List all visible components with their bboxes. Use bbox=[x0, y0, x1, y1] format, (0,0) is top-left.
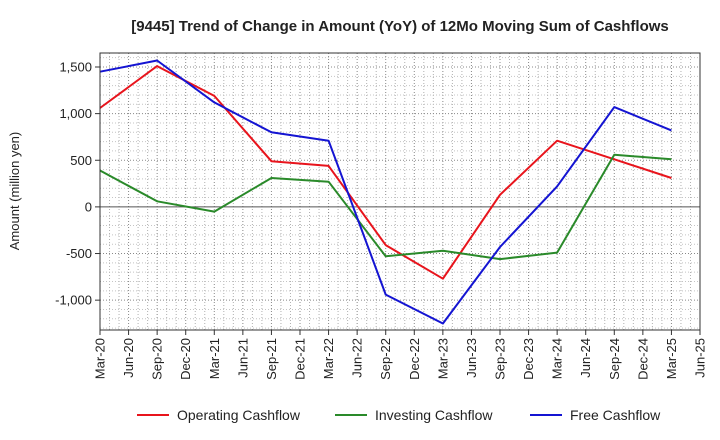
y-tick-label: 1,000 bbox=[59, 106, 92, 121]
x-tick-label: Jun-23 bbox=[464, 338, 479, 378]
legend-label-free-cashflow: Free Cashflow bbox=[570, 407, 661, 423]
x-tick-label: Mar-21 bbox=[207, 338, 222, 379]
y-axis-label: Amount (million yen) bbox=[7, 132, 22, 251]
legend-label-operating-cashflow: Operating Cashflow bbox=[177, 407, 301, 423]
chart-title: [9445] Trend of Change in Amount (YoY) o… bbox=[131, 18, 669, 35]
x-tick-label: Dec-24 bbox=[635, 338, 650, 380]
legend: Operating Cashflow Investing Cashflow Free… bbox=[137, 407, 661, 423]
y-tick-label: 1,500 bbox=[59, 59, 92, 74]
x-tick-label: Sep-23 bbox=[493, 338, 508, 380]
x-tick-label: Jun-24 bbox=[578, 338, 593, 378]
x-tick-label: Jun-20 bbox=[121, 338, 136, 378]
x-tick-label: Jun-22 bbox=[350, 338, 365, 378]
x-tick-label: Sep-20 bbox=[150, 338, 165, 380]
series-line-operating-cashflow bbox=[99, 65, 672, 280]
y-tick-label: 500 bbox=[70, 153, 92, 168]
y-tick-label: -500 bbox=[66, 246, 92, 261]
x-tick-label: Mar-25 bbox=[664, 338, 679, 379]
series-line-free-cashflow bbox=[99, 59, 672, 325]
x-tick-label: Sep-21 bbox=[264, 338, 279, 380]
y-tick-label: 0 bbox=[85, 199, 92, 214]
grid bbox=[99, 53, 701, 330]
y-tick-label: -1,000 bbox=[55, 293, 92, 308]
x-axis-ticks: Mar-20 Jun-20 Sep-20 Dec-20 Mar-21 Jun-21 Sep-… bbox=[93, 330, 708, 380]
plot-area bbox=[100, 53, 700, 330]
plot-frame bbox=[99, 52, 701, 331]
series-line-investing-cashflow bbox=[99, 153, 672, 261]
series-lines bbox=[99, 59, 672, 325]
legend-label-investing-cashflow: Investing Cashflow bbox=[375, 407, 493, 423]
x-tick-label: Mar-23 bbox=[435, 338, 450, 379]
x-tick-label: Mar-20 bbox=[93, 338, 108, 379]
y-axis-ticks: -1,000 -500 0 500 1,000 1,500 bbox=[55, 59, 100, 308]
x-tick-label: Jun-21 bbox=[235, 338, 250, 378]
x-tick-label: Sep-22 bbox=[378, 338, 393, 380]
x-tick-label: Sep-24 bbox=[607, 338, 622, 380]
x-tick-label: Mar-24 bbox=[550, 338, 565, 379]
x-tick-label: Dec-23 bbox=[521, 338, 536, 380]
x-tick-label: Dec-21 bbox=[293, 338, 308, 380]
x-tick-label: Mar-22 bbox=[321, 338, 336, 379]
x-tick-label: Dec-22 bbox=[407, 338, 422, 380]
x-tick-label: Dec-20 bbox=[178, 338, 193, 380]
x-tick-label: Jun-25 bbox=[693, 338, 708, 378]
